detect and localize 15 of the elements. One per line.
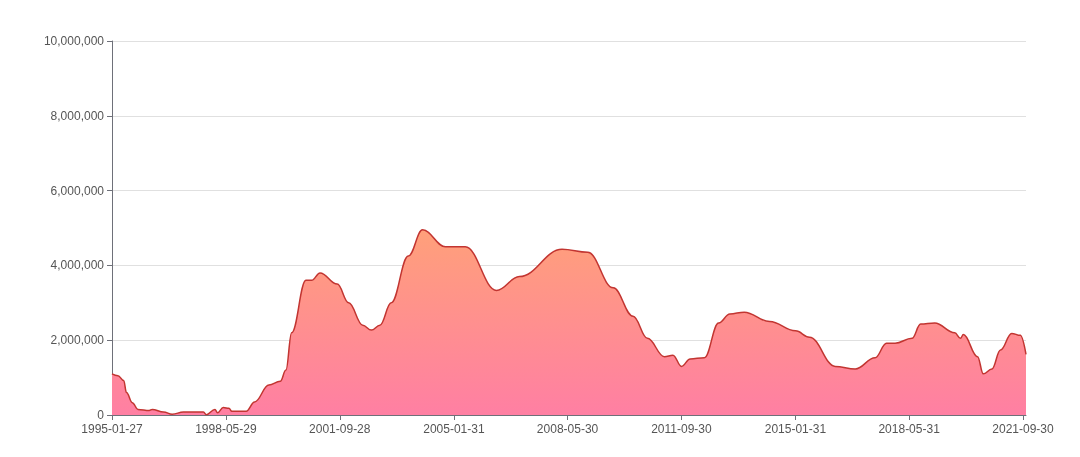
x-tick-label: 2001-09-28 <box>309 422 371 436</box>
x-tick-label: 2015-01-31 <box>764 422 827 436</box>
x-tick-label: 2011-09-30 <box>651 422 713 436</box>
x-tick-label: 2005-01-31 <box>423 422 485 436</box>
y-tick-label: 8,000,000 <box>50 108 105 123</box>
x-tick-label: 1998-05-29 <box>195 422 257 436</box>
x-tick-label: 2021-09-30 <box>992 422 1055 436</box>
y-tick-label: 0 <box>97 408 105 422</box>
y-tick-label: 4,000,000 <box>50 258 105 273</box>
x-tick-label: 1995-01-27 <box>81 422 144 436</box>
y-tick-label: 6,000,000 <box>50 183 105 198</box>
y-tick-label: 10,000,000 <box>43 34 105 48</box>
y-tick-label: 2,000,000 <box>50 333 105 348</box>
x-tick-label: 2008-05-30 <box>536 422 599 436</box>
x-tick-label: 2018-05-31 <box>878 422 941 436</box>
